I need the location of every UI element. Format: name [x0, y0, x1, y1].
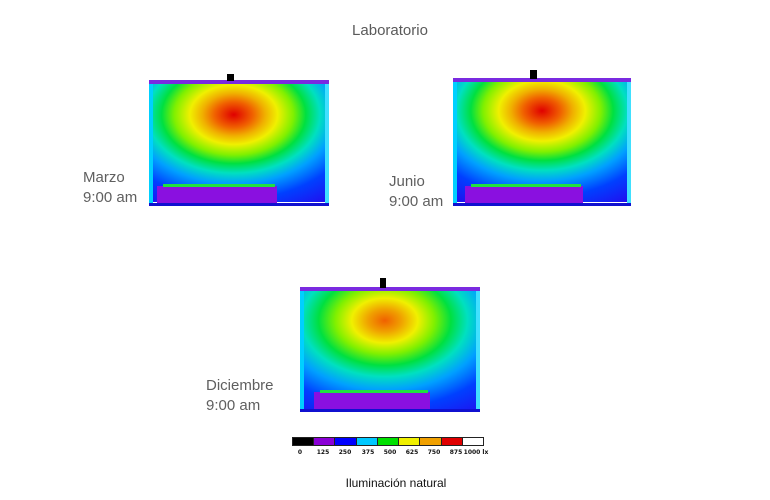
caption-month: Marzo: [83, 169, 125, 186]
legend-color-bar: [292, 437, 484, 446]
caption-month: Diciembre: [206, 377, 274, 394]
legend-label: 625: [405, 449, 419, 456]
caption-month: Junio: [389, 173, 425, 190]
legend-swatch: [441, 438, 463, 445]
caption-junio: Junio 9:00 am: [389, 172, 443, 212]
legend-swatch: [462, 438, 483, 445]
illuminance-map-junio: [453, 70, 631, 206]
legend-caption: Iluminación natural: [345, 476, 447, 490]
caption-time: 9:00 am: [389, 193, 444, 210]
legend-label: 1000 lx: [463, 449, 489, 456]
legend-swatch: [399, 438, 421, 445]
legend-labels: 0 125 250 375 500 625 750 875 1000 lx: [292, 449, 488, 461]
legend-swatch: [293, 438, 315, 445]
page-title: Laboratorio: [352, 22, 428, 39]
color-legend: 0 125 250 375 500 625 750 875 1000 lx: [292, 437, 488, 461]
legend-swatch: [420, 438, 442, 445]
illuminance-map-diciembre: [300, 278, 480, 412]
legend-swatch: [377, 438, 400, 445]
illuminance-map-marzo: [148, 74, 330, 206]
legend-label: 250: [338, 449, 352, 456]
caption-marzo: Marzo 9:00 am: [83, 168, 137, 208]
legend-swatch: [335, 438, 357, 445]
legend-swatch: [356, 438, 378, 445]
legend-label: 125: [316, 449, 330, 456]
caption-time: 9:00 am: [83, 189, 138, 206]
legend-label: 750: [427, 449, 441, 456]
legend-label: 875: [449, 449, 463, 456]
legend-swatch: [314, 438, 336, 445]
legend-label: 375: [361, 449, 375, 456]
caption-diciembre: Diciembre 9:00 am: [206, 376, 274, 416]
caption-time: 9:00 am: [206, 397, 261, 414]
legend-label: 500: [383, 449, 397, 456]
legend-label: 0: [297, 449, 303, 456]
